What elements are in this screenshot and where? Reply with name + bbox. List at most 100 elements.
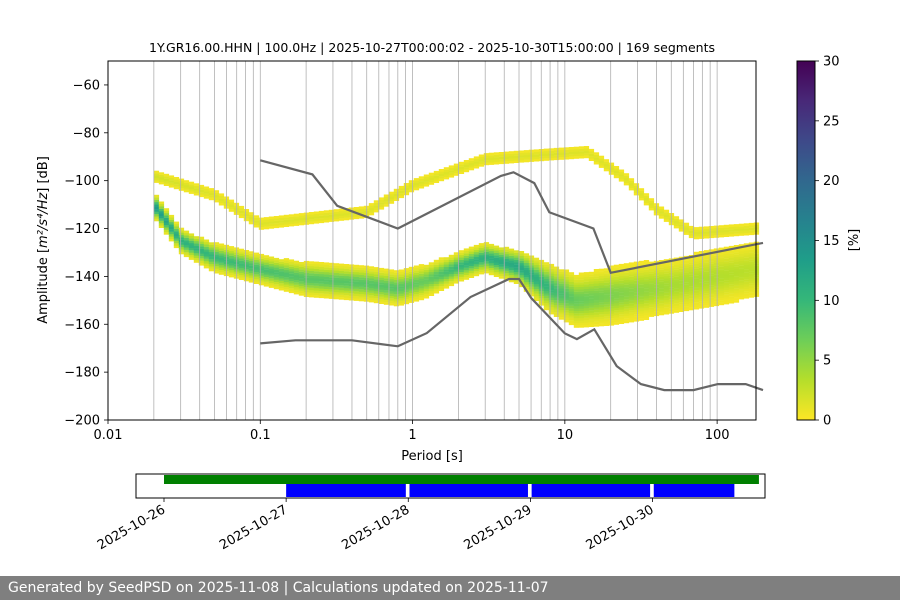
- density-cell: [493, 152, 500, 155]
- density-cell: [723, 297, 730, 300]
- density-cell: [698, 255, 705, 259]
- density-cell: [418, 268, 425, 272]
- density-cell: [358, 291, 365, 295]
- density-cell: [688, 271, 695, 275]
- density-cell: [218, 260, 225, 263]
- density-cell: [663, 295, 670, 298]
- density-cell: [343, 292, 350, 296]
- density-cell: [623, 272, 630, 276]
- density-cell: [583, 272, 590, 275]
- density-cell: [448, 175, 455, 178]
- density-cell: [298, 213, 305, 216]
- density-cell: [643, 279, 650, 282]
- density-cell: [253, 264, 260, 268]
- density-cell: [418, 273, 425, 277]
- density-cell: [238, 253, 245, 257]
- colorbar-label: [%]: [847, 229, 862, 252]
- density-cell: [473, 254, 480, 257]
- density-cell: [553, 278, 560, 282]
- density-cell: [518, 150, 525, 154]
- density-cell: [423, 283, 430, 287]
- density-cell: [513, 271, 520, 275]
- density-cell: [678, 287, 685, 291]
- density-cell: [183, 232, 190, 236]
- density-cell: [628, 315, 635, 318]
- density-cell: [483, 153, 490, 156]
- density-cell: [473, 165, 480, 169]
- density-cell: [643, 291, 650, 294]
- density-cell: [243, 252, 250, 255]
- density-cell: [158, 208, 165, 212]
- density-cell: [418, 178, 425, 182]
- density-cell: [618, 292, 625, 296]
- density-cell: [708, 273, 715, 276]
- footer-text: Generated by SeedPSD on 2025-11-08 | Cal…: [8, 580, 549, 596]
- density-cell: [673, 223, 680, 226]
- density-cell: [633, 183, 640, 186]
- density-cell: [293, 213, 300, 217]
- density-cell: [208, 247, 215, 250]
- density-cell: [583, 296, 590, 299]
- density-cell: [743, 232, 750, 236]
- density-cell: [713, 225, 720, 229]
- density-cell: [748, 292, 755, 296]
- density-cell: [403, 289, 410, 293]
- density-cell: [678, 271, 685, 274]
- density-cell: [443, 176, 450, 180]
- x-axis-ticks: 0.01 0.1 1 10 100: [94, 420, 730, 443]
- density-cell: [168, 175, 175, 178]
- density-cell: [683, 299, 690, 302]
- density-cell: [593, 300, 600, 303]
- density-cell: [338, 218, 345, 221]
- density-cell: [683, 287, 690, 290]
- density-cell: [273, 216, 280, 219]
- density-cell: [418, 295, 425, 298]
- density-cell: [313, 278, 320, 281]
- density-cell: [393, 279, 400, 283]
- density-cell: [383, 271, 390, 274]
- density-cell: [548, 263, 555, 267]
- density-cell: [618, 169, 625, 173]
- density-cell: [698, 286, 705, 290]
- density-cell: [698, 294, 705, 297]
- density-cell: [313, 288, 320, 291]
- density-cell: [628, 288, 635, 292]
- density-cell: [318, 213, 325, 216]
- density-cell: [473, 259, 480, 262]
- density-cell: [313, 273, 320, 277]
- density-cell: [698, 272, 705, 276]
- density-cell: [283, 260, 290, 264]
- density-cell: [723, 282, 730, 286]
- density-cell: [658, 267, 665, 270]
- density-cell: [718, 261, 725, 265]
- density-cell: [288, 223, 295, 227]
- density-cell: [398, 274, 405, 277]
- density-cell: [323, 272, 330, 275]
- density-cell: [578, 155, 585, 159]
- density-cell: [373, 276, 380, 280]
- density-cell: [268, 273, 275, 276]
- density-cell: [603, 299, 610, 302]
- density-cell: [583, 279, 590, 282]
- density-cell: [418, 185, 425, 189]
- density-cell: [188, 245, 195, 248]
- density-cell: [368, 266, 375, 269]
- density-cell: [288, 288, 295, 291]
- density-cell: [158, 225, 165, 228]
- density-cell: [568, 320, 575, 323]
- density-cell: [298, 269, 305, 272]
- density-cell: [228, 246, 235, 249]
- density-cell: [723, 287, 730, 290]
- density-cell: [273, 265, 280, 268]
- density-cell: [743, 286, 750, 289]
- density-cell: [713, 301, 720, 304]
- density-cell: [503, 246, 510, 250]
- density-cell: [743, 243, 750, 246]
- density-cell: [413, 287, 420, 290]
- density-cell: [228, 265, 235, 268]
- density-cell: [308, 212, 315, 215]
- density-cell: [388, 283, 395, 287]
- density-cell: [713, 228, 720, 231]
- density-cell: [343, 276, 350, 279]
- colorbar: [796, 60, 816, 421]
